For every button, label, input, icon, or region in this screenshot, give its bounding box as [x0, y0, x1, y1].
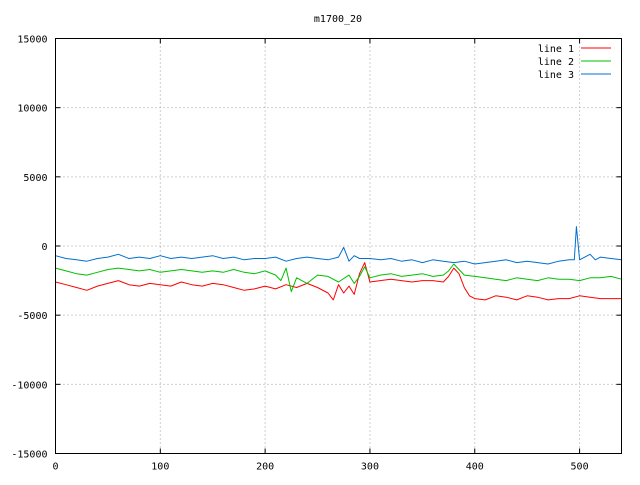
- x-tick-label: 500: [571, 462, 589, 473]
- legend-label: line 3: [538, 70, 574, 81]
- legend-label: line 2: [538, 57, 574, 68]
- y-tick-label: 5000: [23, 173, 47, 184]
- series-line-1: [55, 262, 622, 301]
- legend-label: line 1: [538, 44, 574, 55]
- y-tick-label: -10000: [11, 380, 47, 391]
- x-tick-label: 100: [151, 462, 169, 473]
- x-tick-label: 0: [52, 462, 58, 473]
- y-tick-label: -15000: [11, 450, 47, 461]
- series-line-3: [55, 226, 622, 265]
- plot-frame: [55, 38, 622, 454]
- y-tick-label: 15000: [17, 35, 47, 46]
- y-tick-label: 0: [41, 242, 47, 253]
- series-group: [55, 226, 622, 301]
- x-tick-label: 400: [466, 462, 484, 473]
- ticks: 0 100 200 300 400 500 -15000 -10000 -5000 0 5000 10…: [11, 35, 622, 473]
- legend: line 1 line 2 line 3: [538, 44, 611, 81]
- x-tick-label: 300: [361, 462, 379, 473]
- series-line-2: [55, 263, 622, 293]
- y-tick-label: 10000: [17, 104, 47, 115]
- y-tick-label: -5000: [17, 311, 47, 322]
- chart-title: m1700_20: [314, 14, 362, 25]
- x-tick-label: 200: [256, 462, 274, 473]
